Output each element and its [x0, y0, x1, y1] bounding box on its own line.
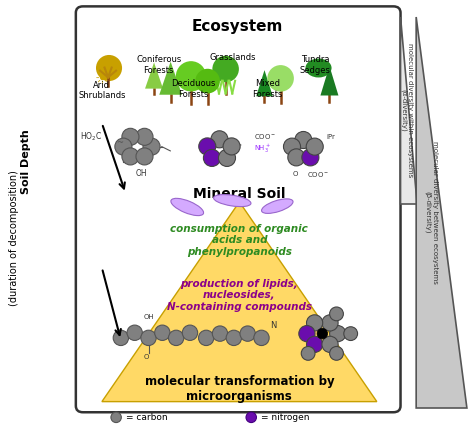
Ellipse shape [307, 336, 323, 352]
Ellipse shape [122, 128, 139, 145]
Ellipse shape [195, 69, 220, 94]
Text: = nitrogen: = nitrogen [261, 413, 309, 422]
Text: molecular transformation by
microorganisms: molecular transformation by microorganis… [145, 375, 334, 403]
Text: Mixed
Forests: Mixed Forests [253, 79, 283, 99]
Text: Mineral Soil: Mineral Soil [193, 187, 286, 201]
Ellipse shape [199, 138, 216, 155]
Text: O: O [292, 171, 298, 177]
Ellipse shape [344, 327, 357, 340]
Ellipse shape [136, 148, 153, 165]
Ellipse shape [143, 138, 160, 155]
Ellipse shape [223, 138, 240, 155]
Text: Deciduous
Forests: Deciduous Forests [171, 79, 216, 99]
Text: Coniferous
Forests: Coniferous Forests [136, 55, 182, 75]
Polygon shape [320, 66, 338, 96]
Ellipse shape [214, 195, 251, 207]
Text: HO$_2$C: HO$_2$C [80, 130, 102, 143]
Polygon shape [102, 202, 377, 402]
Ellipse shape [267, 65, 294, 92]
Polygon shape [416, 17, 467, 408]
Ellipse shape [155, 325, 170, 340]
Text: OH: OH [136, 170, 147, 178]
Ellipse shape [168, 330, 184, 346]
Ellipse shape [226, 330, 242, 346]
Ellipse shape [262, 199, 293, 213]
Ellipse shape [182, 325, 198, 340]
Ellipse shape [295, 131, 312, 148]
Text: Ecosystem: Ecosystem [191, 19, 283, 34]
Ellipse shape [301, 346, 315, 360]
Ellipse shape [317, 329, 328, 339]
Ellipse shape [127, 325, 142, 340]
Ellipse shape [212, 56, 239, 82]
Ellipse shape [141, 330, 156, 346]
Ellipse shape [136, 128, 153, 145]
Ellipse shape [199, 330, 214, 346]
Polygon shape [159, 62, 182, 95]
Ellipse shape [322, 315, 338, 331]
Polygon shape [256, 70, 273, 96]
Ellipse shape [306, 138, 323, 155]
FancyBboxPatch shape [76, 6, 401, 412]
Ellipse shape [240, 326, 255, 341]
Ellipse shape [307, 315, 323, 331]
Text: OH: OH [143, 314, 154, 320]
Text: O: O [144, 354, 149, 360]
Ellipse shape [96, 55, 122, 81]
Text: iPr: iPr [326, 134, 335, 140]
Text: molecular diversity within ecosystems
(α-diversity): molecular diversity within ecosystems (α… [400, 43, 413, 178]
Polygon shape [145, 62, 163, 89]
Ellipse shape [115, 138, 132, 155]
Text: COO$^-$: COO$^-$ [254, 132, 276, 141]
Text: N: N [270, 320, 276, 330]
Ellipse shape [305, 59, 332, 77]
Text: = carbon: = carbon [126, 413, 167, 422]
Ellipse shape [246, 412, 256, 422]
Ellipse shape [283, 138, 301, 155]
Ellipse shape [329, 326, 346, 342]
Ellipse shape [212, 326, 228, 341]
Ellipse shape [211, 131, 228, 148]
Ellipse shape [203, 150, 220, 167]
Ellipse shape [302, 149, 319, 166]
Text: ☀: ☀ [94, 70, 109, 88]
Ellipse shape [322, 336, 338, 352]
Ellipse shape [299, 326, 315, 342]
Ellipse shape [171, 198, 203, 215]
Ellipse shape [254, 330, 269, 346]
Ellipse shape [288, 149, 305, 166]
Text: (duration of decomposition): (duration of decomposition) [9, 170, 19, 306]
Ellipse shape [329, 346, 343, 360]
Text: consumption of organic
acids and
phenylpropanoids: consumption of organic acids and phenylp… [171, 224, 308, 257]
Ellipse shape [219, 150, 236, 167]
Text: Grasslands: Grasslands [209, 53, 255, 62]
Ellipse shape [122, 148, 139, 165]
Ellipse shape [329, 307, 343, 321]
Text: Soil Depth: Soil Depth [21, 129, 31, 194]
Ellipse shape [176, 61, 206, 91]
Text: ~: ~ [116, 138, 123, 147]
Ellipse shape [113, 330, 128, 346]
Text: Tundra
Sedges: Tundra Sedges [300, 55, 331, 75]
Text: NH$_3^+$: NH$_3^+$ [254, 143, 271, 156]
Polygon shape [401, 17, 417, 204]
Text: molecular diversity between ecosystems
(β-diversity): molecular diversity between ecosystems (… [425, 141, 438, 284]
Text: Arid
Shrublands: Arid Shrublands [78, 81, 126, 100]
Text: COO$^-$: COO$^-$ [308, 170, 330, 178]
Ellipse shape [111, 412, 121, 422]
Text: production of lipids,
nucleosides,
N-containing compounds: production of lipids, nucleosides, N-con… [167, 279, 312, 312]
